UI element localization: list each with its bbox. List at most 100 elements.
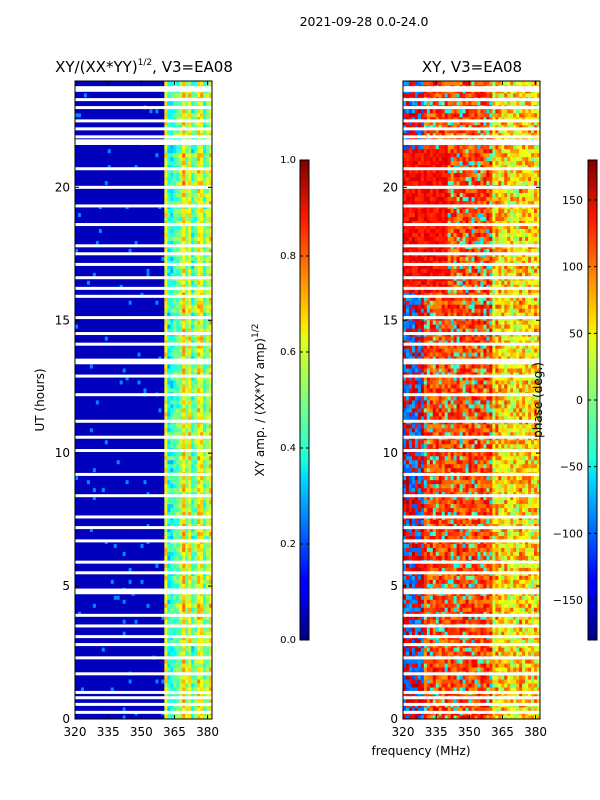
heat-cell — [129, 583, 132, 587]
heat-cell — [84, 619, 87, 623]
heat-cell — [84, 508, 87, 512]
heat-cell — [99, 631, 102, 635]
heat-cell — [111, 647, 114, 651]
heat-cell — [75, 683, 78, 687]
heat-cell — [203, 476, 206, 480]
heat-cell — [138, 444, 141, 448]
heat-cell — [164, 679, 167, 683]
heat-cell — [117, 595, 120, 599]
heat-cell — [158, 336, 161, 340]
heat-cell — [167, 440, 170, 444]
heat-cell — [191, 544, 194, 548]
heat-cell — [117, 679, 120, 683]
heat-cell — [132, 579, 135, 583]
heat-cell — [132, 408, 135, 412]
heat-cell — [155, 567, 158, 571]
heat-cell — [194, 683, 197, 687]
heat-cell — [78, 400, 81, 404]
heat-cell — [93, 607, 96, 611]
heat-cell — [182, 300, 185, 304]
heat-cell — [179, 699, 182, 703]
heat-cell — [206, 352, 209, 356]
heat-cell — [87, 488, 90, 492]
heat-cell — [149, 364, 152, 368]
heat-cell — [167, 707, 170, 711]
heat-cell — [173, 444, 176, 448]
heat-cell — [117, 412, 120, 416]
heat-cell — [135, 651, 138, 655]
heat-cell — [141, 320, 144, 324]
heat-cell — [141, 504, 144, 508]
heat-cell — [149, 428, 152, 432]
heat-cell — [93, 388, 96, 392]
heat-cell — [138, 348, 141, 352]
heat-cell — [158, 364, 161, 368]
heat-cell — [161, 328, 164, 332]
heat-cell — [194, 663, 197, 667]
heat-cell — [144, 599, 147, 603]
heat-cell — [135, 464, 138, 468]
heat-cell — [129, 444, 132, 448]
heat-cell — [182, 504, 185, 508]
heat-cell — [170, 396, 173, 400]
heat-cell — [191, 548, 194, 552]
heat-cell — [129, 308, 132, 312]
heat-cell — [179, 603, 182, 607]
heat-cell — [188, 404, 191, 408]
heat-cell — [167, 607, 170, 611]
heat-cell — [96, 599, 99, 603]
heat-cell — [149, 460, 152, 464]
heat-cell — [93, 324, 96, 328]
heat-cell — [179, 408, 182, 412]
heat-cell — [132, 300, 135, 304]
heat-cell — [182, 368, 185, 372]
heat-cell — [164, 536, 167, 540]
heat-cell — [102, 400, 105, 404]
heat-cell — [141, 548, 144, 552]
heat-cell — [117, 687, 120, 691]
heat-cell — [158, 575, 161, 579]
heat-cell — [152, 396, 155, 400]
heat-cell — [81, 424, 84, 428]
heat-cell — [108, 631, 111, 635]
heat-cell — [149, 464, 152, 468]
heat-cell — [152, 384, 155, 388]
heat-cell — [188, 631, 191, 635]
heat-cell — [120, 464, 123, 468]
heat-cell — [123, 579, 126, 583]
heat-cell — [161, 536, 164, 540]
heat-cell — [197, 328, 200, 332]
heat-cell — [132, 651, 135, 655]
heat-cell — [78, 408, 81, 412]
heat-cell — [132, 552, 135, 556]
heat-cell — [87, 675, 90, 679]
heat-cell — [102, 567, 105, 571]
heat-cell — [87, 368, 90, 372]
heat-cell — [96, 464, 99, 468]
heat-cell — [167, 548, 170, 552]
heat-cell — [161, 416, 164, 420]
heat-cell — [126, 544, 129, 548]
heat-cell — [90, 424, 93, 428]
heat-cell — [203, 412, 206, 416]
heat-cell — [78, 683, 81, 687]
heat-cell — [179, 480, 182, 484]
heat-cell — [108, 444, 111, 448]
heat-cell — [129, 659, 132, 663]
heat-cell — [173, 484, 176, 488]
heat-cell — [144, 683, 147, 687]
heat-cell — [164, 675, 167, 679]
heat-cell — [144, 544, 147, 548]
heat-cell — [197, 444, 200, 448]
heat-cell — [129, 464, 132, 468]
heat-cell — [90, 324, 93, 328]
heat-cell — [188, 707, 191, 711]
heat-cell — [102, 488, 105, 492]
heat-cell — [144, 659, 147, 663]
heat-cell — [96, 667, 99, 671]
heat-cell — [81, 352, 84, 356]
figure: 2021-09-28 0.0-24.0 XY/(XX*YY)1/2, V3=EA… — [0, 0, 600, 800]
heat-cell — [123, 508, 126, 512]
heat-cell — [194, 300, 197, 304]
heat-cell — [120, 679, 123, 683]
